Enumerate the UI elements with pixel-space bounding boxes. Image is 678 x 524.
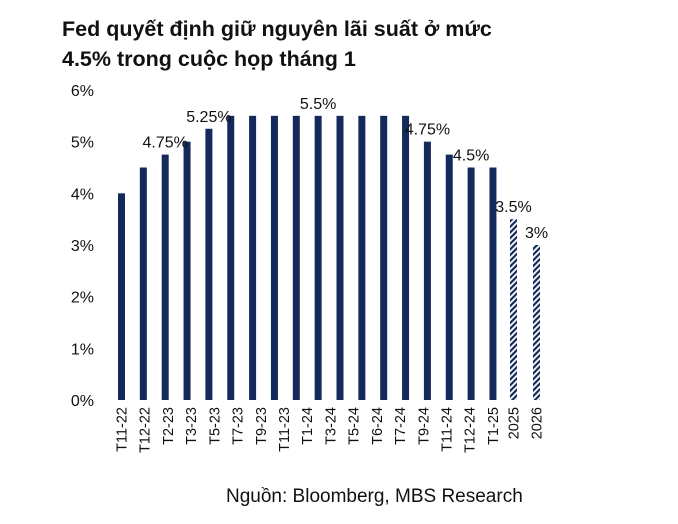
- bar: [489, 167, 497, 400]
- x-tick-label: T9-24: [416, 407, 432, 445]
- x-tick-label: T7-24: [393, 407, 409, 445]
- forecast-bar: [533, 245, 540, 400]
- chart-title: Fed quyết định giữ nguyên lãi suất ở mức…: [62, 14, 662, 74]
- x-tick-label: T5-24: [347, 407, 363, 445]
- data-label: 4.5%: [453, 148, 489, 165]
- x-tick-label: T11-24: [440, 407, 456, 452]
- data-label: 3%: [525, 225, 548, 242]
- bar: [270, 115, 278, 400]
- bar: [314, 115, 322, 400]
- bar: [467, 167, 475, 400]
- chart-title-line-1: Fed quyết định giữ nguyên lãi suất ở mức: [62, 17, 492, 41]
- bar: [183, 141, 191, 400]
- bar: [445, 154, 453, 400]
- bar: [292, 115, 300, 400]
- x-tick-label: T3-24: [323, 407, 339, 445]
- bar-chart: 0%1%2%3%4%5%6% 4.75%5.25%5.5%4.75%4.5%3.…: [71, 83, 549, 453]
- x-tick-label: T6-24: [370, 407, 386, 445]
- x-tick-label: T5-23: [207, 407, 223, 445]
- x-tick-label: T9-23: [254, 407, 270, 445]
- y-tick-label: 4%: [71, 186, 94, 203]
- bar: [336, 115, 344, 400]
- y-tick-label: 6%: [71, 83, 94, 100]
- bar: [227, 115, 235, 400]
- data-label: 5.25%: [186, 109, 231, 126]
- x-tick-label: 2026: [530, 407, 546, 439]
- x-tick-label: T12-22: [138, 407, 154, 453]
- x-tick-label: 2025: [507, 407, 523, 439]
- forecast-bar: [510, 219, 517, 400]
- data-label: 4.75%: [405, 122, 450, 139]
- y-tick-label: 3%: [71, 238, 94, 255]
- bar: [249, 115, 257, 400]
- bar: [139, 167, 147, 400]
- bar: [402, 115, 410, 400]
- x-tick-label: T11-23: [277, 407, 293, 452]
- y-tick-label: 2%: [71, 290, 94, 307]
- x-tick-label: T7-23: [231, 407, 247, 445]
- bar: [118, 193, 125, 400]
- x-tick-label: T12-24: [463, 407, 479, 453]
- x-tick-label: T1-24: [300, 407, 316, 445]
- bar: [161, 154, 169, 400]
- x-axis: T11-22 T12-22 T2-23 T3-23 T5-23 T7-23 T9-23 T11…: [115, 407, 546, 453]
- y-tick-label: 1%: [71, 341, 94, 358]
- bar: [205, 128, 213, 400]
- bar: [380, 115, 388, 400]
- x-tick-label: T2-23: [161, 407, 177, 445]
- data-label: 5.5%: [300, 96, 336, 113]
- x-tick-label: T1-25: [486, 407, 502, 445]
- y-tick-label: 0%: [71, 393, 94, 410]
- bar: [358, 115, 366, 400]
- data-label: 4.75%: [143, 135, 188, 152]
- data-label: 3.5%: [495, 199, 531, 216]
- bars: [118, 115, 540, 400]
- x-tick-label: T3-23: [184, 407, 200, 445]
- bar: [423, 141, 431, 400]
- x-tick-label: T11-22: [115, 407, 131, 452]
- chart-title-line-2: 4.5% trong cuộc họp tháng 1: [62, 47, 356, 71]
- source-note: Nguồn: Bloomberg, MBS Research: [226, 486, 523, 507]
- y-axis: 0% 1% 2% 3% 4% 5% 6%: [71, 83, 94, 410]
- y-tick-label: 5%: [71, 135, 94, 152]
- data-labels: 4.75%5.25%5.5%4.75%4.5%3.5%3%: [143, 96, 549, 242]
